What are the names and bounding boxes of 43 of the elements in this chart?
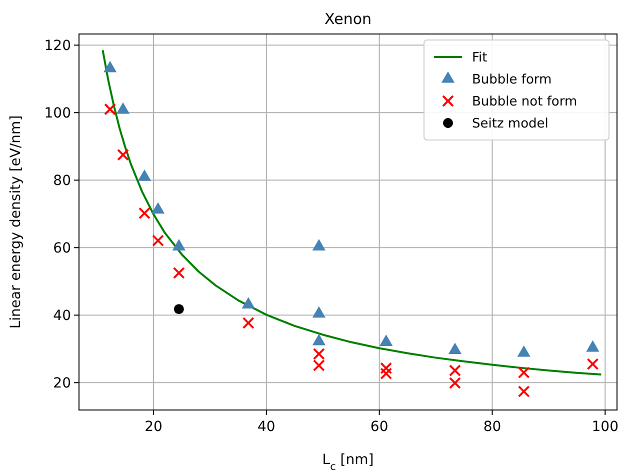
point (312, 359, 325, 372)
point (312, 348, 325, 360)
point (380, 368, 392, 380)
y-tick-label: 100 (44, 106, 71, 122)
point (116, 102, 130, 114)
y-tick-label: 80 (53, 173, 71, 190)
legend-label: Seitz model (472, 116, 548, 132)
point (448, 364, 461, 377)
line-series (102, 49, 602, 376)
point (380, 362, 392, 374)
x-tick-label: 80 (483, 419, 502, 435)
point (312, 306, 326, 318)
point (172, 266, 185, 279)
x-tick-label: 100 (592, 419, 619, 435)
x-tick-label: 60 (370, 419, 388, 435)
point (138, 170, 152, 181)
point (242, 316, 254, 329)
point (312, 239, 326, 250)
point (242, 297, 255, 308)
legend-label: Bubble form (472, 72, 552, 88)
point (103, 60, 117, 72)
point (117, 148, 130, 161)
y-tick-label: 20 (53, 376, 71, 392)
x-axis-title: L$_{c}$ [nm] (322, 452, 374, 470)
point (448, 377, 461, 389)
y-tick-label: 120 (44, 38, 71, 54)
point (518, 385, 530, 398)
point (138, 207, 150, 220)
x-tick-label: 20 (144, 419, 162, 435)
chart-title: Xenon (324, 10, 372, 28)
point (518, 366, 530, 379)
y-tick-label: 40 (53, 308, 71, 324)
point (586, 358, 599, 370)
point (151, 202, 165, 214)
point (152, 234, 164, 247)
point (172, 239, 186, 250)
legend-label: Bubble not form (472, 94, 578, 110)
x-tick-label: 40 (258, 419, 276, 435)
point (174, 304, 184, 314)
y-tick-label: 60 (53, 240, 71, 257)
point (448, 342, 462, 354)
legend-label: Fit (472, 50, 488, 66)
y-axis-title: Linear energy density [eV/nm] (8, 115, 24, 329)
